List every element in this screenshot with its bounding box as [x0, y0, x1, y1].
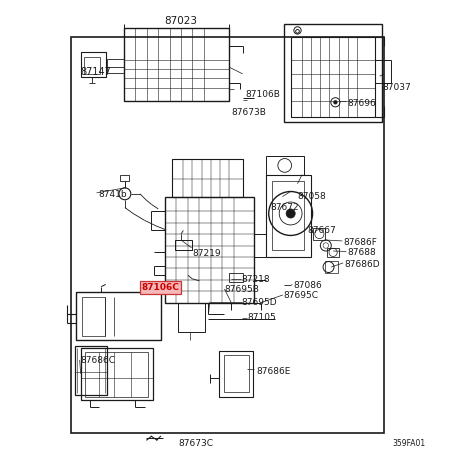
Text: 87218: 87218 [242, 275, 270, 284]
Text: 87695D: 87695D [242, 298, 278, 307]
Circle shape [286, 209, 295, 218]
Bar [165, 197, 254, 303]
Bar [84, 56, 100, 74]
Text: 87023: 87023 [164, 16, 197, 26]
Text: 87086: 87086 [293, 281, 322, 290]
Bar [124, 28, 229, 101]
Text: 87106B: 87106B [245, 90, 280, 99]
Bar [75, 346, 107, 395]
Text: 87058: 87058 [298, 191, 326, 201]
Bar [178, 303, 205, 332]
Bar [313, 228, 325, 240]
Bar [175, 240, 192, 250]
Text: 87673B: 87673B [231, 108, 266, 118]
Bar [224, 355, 249, 392]
Text: 87667: 87667 [307, 226, 336, 235]
Bar [266, 174, 311, 257]
Text: 87673C: 87673C [179, 439, 214, 448]
Bar [327, 248, 338, 257]
Text: 87686E: 87686E [256, 367, 291, 376]
Text: 87695C: 87695C [283, 291, 318, 300]
Text: 87686C: 87686C [81, 356, 115, 365]
Bar [81, 52, 106, 77]
Bar [273, 181, 304, 250]
Bar [325, 261, 338, 273]
Text: 87686D: 87686D [344, 260, 380, 269]
Bar [82, 297, 105, 336]
Bar [81, 348, 153, 400]
Bar [120, 174, 130, 181]
Bar [266, 156, 304, 174]
Text: 87219: 87219 [192, 249, 221, 258]
Bar [229, 274, 243, 282]
Text: 87037: 87037 [382, 83, 411, 92]
Bar [85, 352, 148, 397]
Bar [172, 158, 243, 197]
Text: 87147: 87147 [81, 67, 111, 77]
Circle shape [333, 101, 337, 104]
Bar [71, 37, 384, 433]
Bar [284, 23, 382, 122]
Text: 87106C: 87106C [142, 283, 180, 292]
Text: 87105: 87105 [247, 313, 276, 322]
Bar [291, 37, 375, 118]
Text: 87695B: 87695B [224, 285, 259, 294]
Bar [219, 351, 253, 397]
Text: 359FA01: 359FA01 [392, 439, 425, 448]
Text: 87686F: 87686F [343, 238, 377, 247]
Text: 87672: 87672 [270, 203, 299, 212]
Text: 8741b: 8741b [99, 190, 127, 199]
Bar [107, 59, 124, 73]
Text: 87696: 87696 [348, 99, 376, 108]
Text: 87688: 87688 [348, 248, 376, 257]
Bar [76, 292, 160, 340]
